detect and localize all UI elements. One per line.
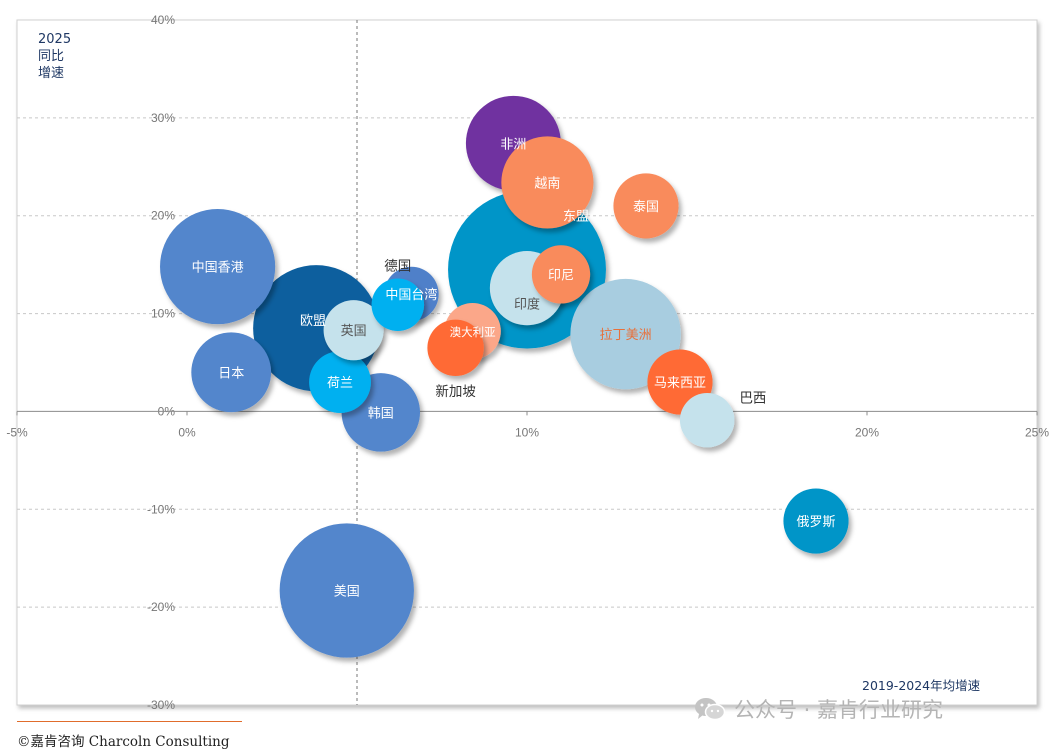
y-tick-label: 10% <box>151 307 175 321</box>
bubble-label: 泰国 <box>633 200 659 215</box>
y-axis-title: 2025 同比 增速 <box>38 31 71 82</box>
y-axis-title-line: 同比 <box>38 49 65 64</box>
bubble <box>323 300 384 361</box>
y-tick-label: -30% <box>147 698 175 712</box>
bubble <box>501 136 594 229</box>
x-tick-label: 20% <box>855 425 879 439</box>
x-tick-label: 25% <box>1025 425 1049 439</box>
bubble <box>160 209 276 325</box>
bubble-label: 非洲 <box>500 137 526 152</box>
bubble-label: 印度 <box>514 297 540 313</box>
bubble <box>427 319 484 377</box>
bubble-label: 东盟 <box>563 210 589 225</box>
y-tick-label: 30% <box>151 111 175 125</box>
bubble <box>570 278 681 390</box>
bubbles <box>160 95 849 658</box>
bubble <box>371 278 425 332</box>
bubble-label: 新加坡 <box>435 384 476 400</box>
copyright-text: ©嘉肯咨询 Charcoln Consulting <box>17 734 230 750</box>
wechat-icon <box>695 698 726 721</box>
axes: -30%-20%-10%0%10%20%30%40%-5%0%5%10%15%2… <box>6 13 1049 712</box>
bubble-label: 马来西亚 <box>654 376 706 391</box>
y-tick-label: -20% <box>147 600 175 614</box>
bubble-label: 印尼 <box>548 268 574 283</box>
bubble-label: 越南 <box>534 175 560 191</box>
bubble <box>191 332 272 413</box>
y-tick-label: 20% <box>151 209 175 223</box>
bubble-label: 欧盟 <box>300 314 326 329</box>
bubble-label: 巴西 <box>739 391 766 407</box>
bubble <box>783 488 849 554</box>
x-tick-label: -5% <box>6 425 28 439</box>
bubble-label: 拉丁美洲 <box>600 328 652 343</box>
bubble-label: 荷兰 <box>327 376 353 391</box>
bubble <box>679 392 735 448</box>
bubble <box>279 523 414 658</box>
bubble-label: 美国 <box>334 585 360 600</box>
bubble <box>613 173 679 239</box>
bubble <box>531 245 591 304</box>
watermark: 公众号 · 嘉肯行业研究 <box>694 694 943 724</box>
x-axis-title: 2019-2024年均增速 <box>862 678 981 693</box>
bubble-label: 英国 <box>341 324 367 339</box>
bubble-label: 澳大利亚 <box>450 325 496 339</box>
bubble-label: 韩国 <box>368 406 394 421</box>
bubble <box>309 351 371 413</box>
x-tick-label: 0% <box>178 425 196 439</box>
watermark-text: 公众号 · 嘉肯行业研究 <box>734 698 944 722</box>
x-tick-label: 10% <box>515 425 539 439</box>
y-tick-label: -10% <box>147 502 175 516</box>
bubble-label: 日本 <box>218 366 244 381</box>
bubble-label: 俄罗斯 <box>796 515 835 530</box>
footer-divider <box>17 721 242 722</box>
y-axis-title-line: 增速 <box>38 66 65 81</box>
y-tick-label: 40% <box>151 13 175 27</box>
bubble-label: 中国台湾 <box>385 287 437 303</box>
bubble-label: 德国 <box>384 259 411 275</box>
y-axis-title-line: 2025 <box>38 32 72 47</box>
bubble-label: 中国香港 <box>192 261 244 276</box>
